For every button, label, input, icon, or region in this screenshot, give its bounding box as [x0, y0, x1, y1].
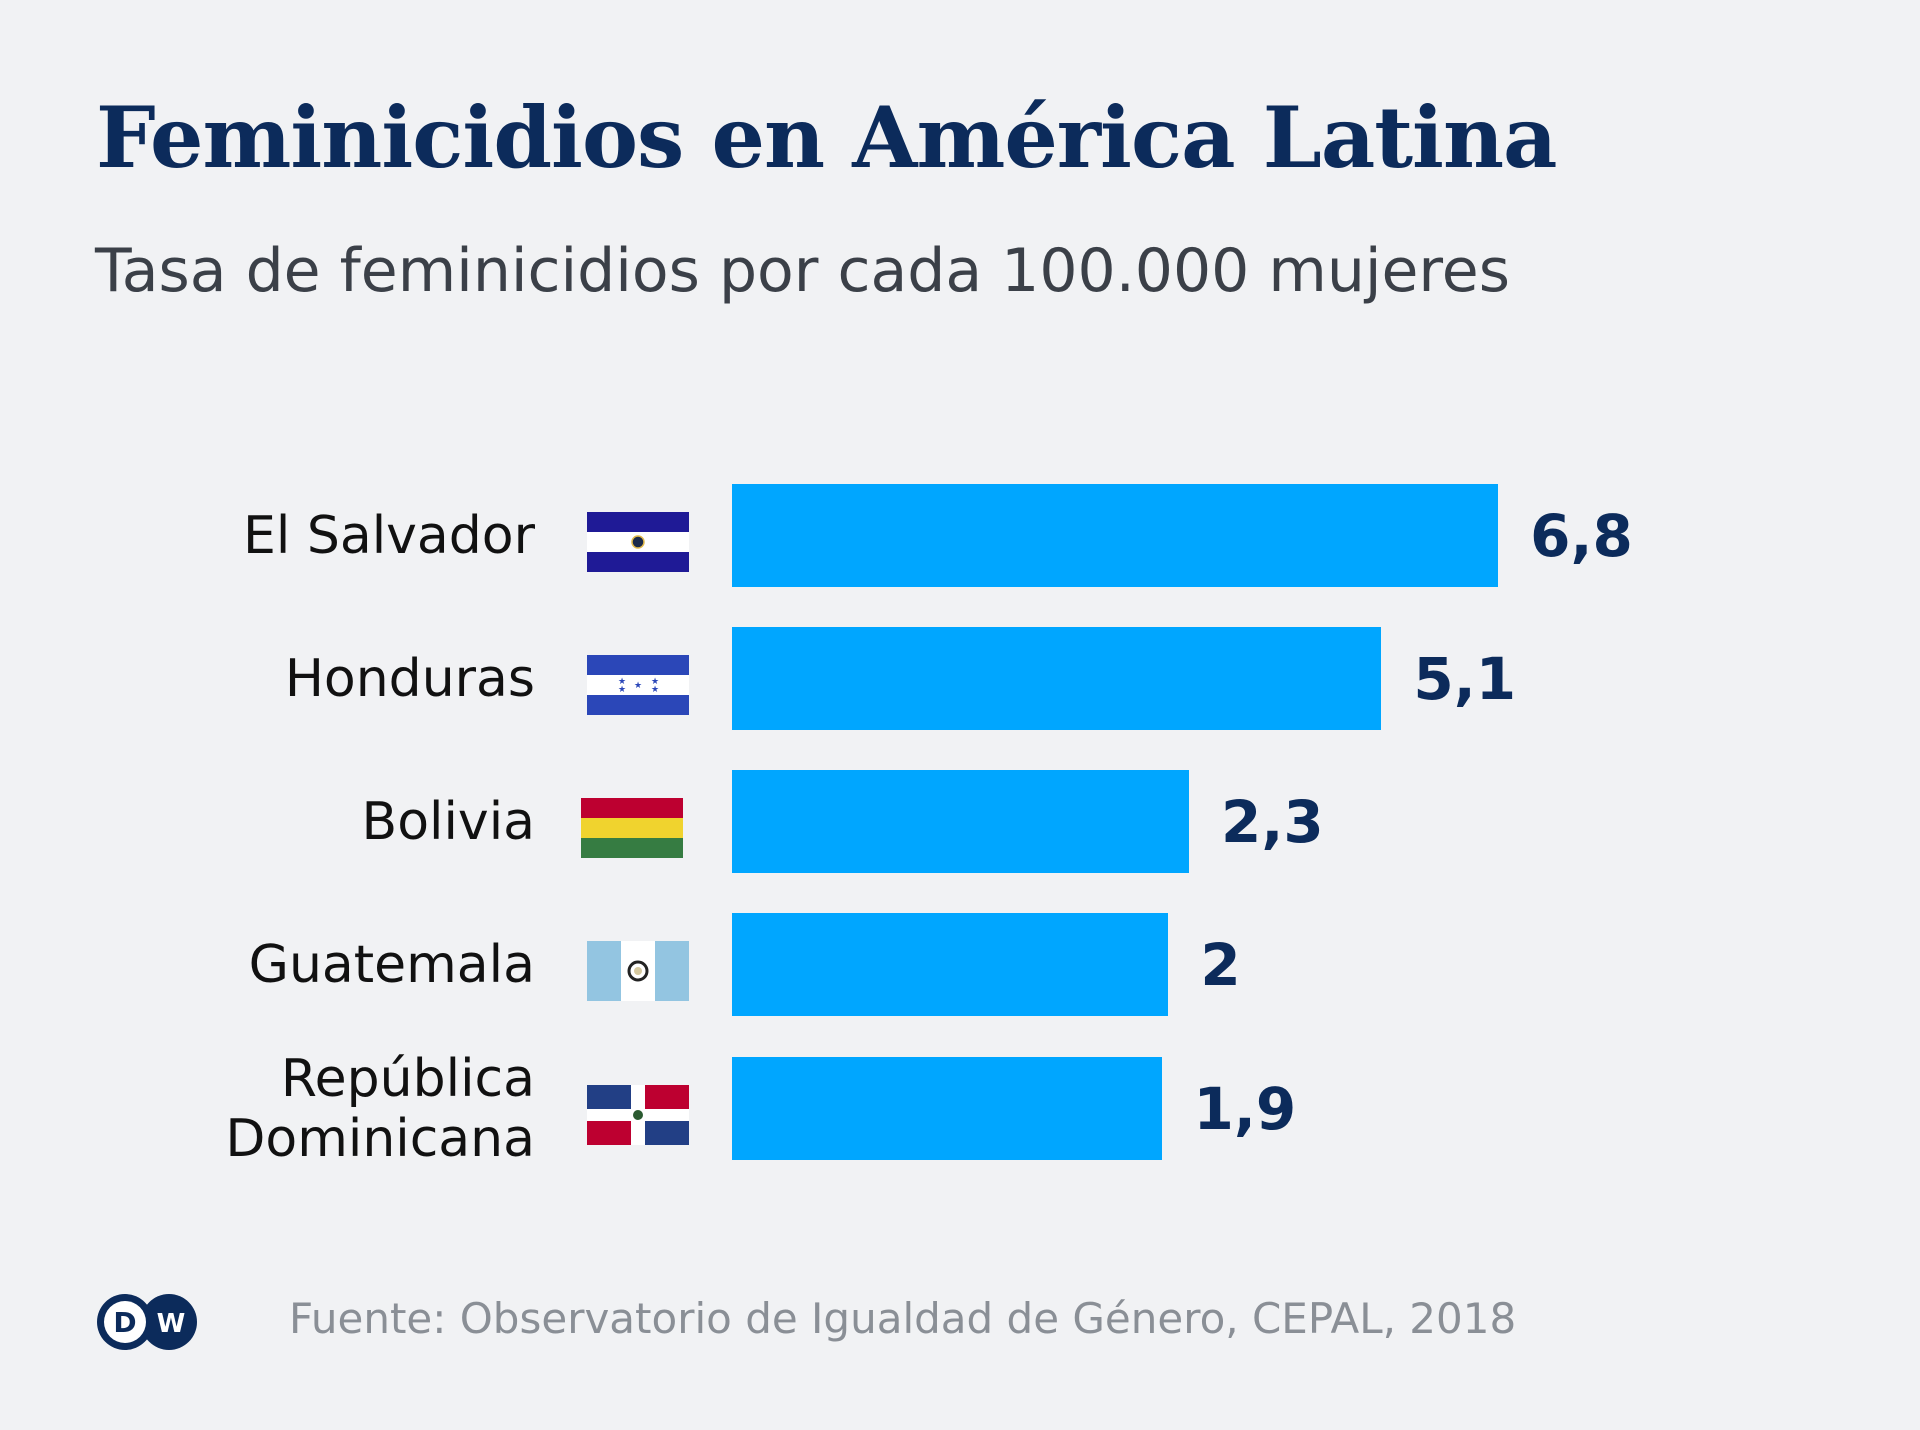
value-label: 5,1 [1413, 644, 1517, 713]
dominican-republic-flag-icon [587, 1085, 689, 1145]
bar-row: Guatemala 2 [0, 913, 1920, 1016]
value-label: 2,3 [1221, 787, 1324, 856]
category-label: Guatemala [248, 934, 535, 995]
value-label: 6,8 [1530, 501, 1633, 570]
bar [732, 627, 1382, 730]
bar-row: El Salvador 6,8 [0, 484, 1920, 587]
category-label: República Dominicana [225, 1048, 535, 1169]
el-salvador-flag-icon [587, 512, 689, 572]
svg-text:★: ★ [634, 681, 642, 691]
bar [732, 913, 1169, 1016]
bar [732, 770, 1189, 873]
bar [732, 484, 1499, 587]
bar-row: República Dominicana 1,9 [0, 1048, 1920, 1169]
svg-text:★: ★ [651, 685, 659, 695]
svg-text:★: ★ [618, 677, 626, 687]
bar-row: Honduras ★ ★ ★ ★ ★ 5,1 [0, 627, 1920, 730]
bolivia-flag-icon [581, 798, 683, 858]
svg-text:D: D [113, 1306, 136, 1339]
bar-row: Bolivia 2,3 [0, 770, 1920, 873]
dw-logo: D W [97, 1294, 197, 1350]
value-label: 2 [1200, 930, 1241, 999]
value-label: 1,9 [1193, 1074, 1297, 1143]
chart-title: Feminicidios en América Latina [96, 88, 1557, 187]
source-note: Fuente: Observatorio de Igualdad de Géne… [289, 1294, 1517, 1343]
guatemala-flag-icon [587, 941, 689, 1001]
category-label: Honduras [284, 648, 535, 709]
category-label: Bolivia [361, 791, 535, 852]
category-label: El Salvador [243, 505, 535, 566]
honduras-flag-icon: ★★ ★ ★★ [587, 655, 689, 715]
svg-text:★: ★ [651, 677, 659, 687]
bar [732, 1057, 1162, 1160]
svg-text:W: W [157, 1309, 186, 1339]
svg-text:★: ★ [618, 685, 626, 695]
chart-subtitle: Tasa de feminicidios por cada 100.000 mu… [95, 236, 1510, 306]
